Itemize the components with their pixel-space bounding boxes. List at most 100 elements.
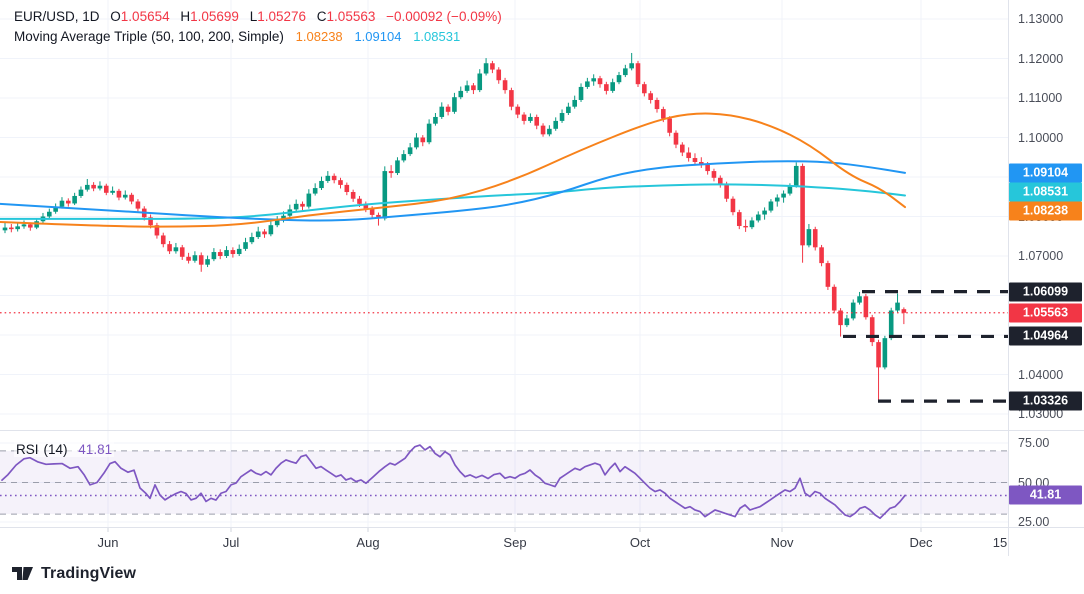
sma-100-line[interactable] bbox=[0, 160, 906, 222]
candle-body bbox=[72, 195, 77, 204]
candle-body bbox=[654, 99, 660, 110]
candle-body bbox=[781, 193, 786, 198]
candle-body bbox=[249, 237, 255, 243]
candle-body bbox=[236, 248, 242, 255]
candle-body bbox=[831, 286, 837, 311]
candle-body bbox=[661, 109, 666, 119]
candle-body bbox=[869, 317, 875, 343]
candle-body bbox=[806, 229, 812, 246]
candle-body bbox=[135, 201, 141, 209]
candle-body bbox=[59, 200, 65, 207]
candle-body bbox=[300, 203, 305, 207]
candle-body bbox=[648, 93, 653, 100]
candle-body bbox=[496, 69, 502, 81]
candle-body bbox=[547, 128, 552, 135]
candle-body bbox=[401, 154, 407, 161]
candle-body bbox=[629, 63, 634, 69]
candle-body bbox=[66, 200, 71, 204]
candlestick-series[interactable] bbox=[2, 52, 907, 402]
candle-body bbox=[736, 212, 742, 226]
indicator-name[interactable]: Moving Average Triple (50, 100, 200, Sim… bbox=[14, 29, 284, 44]
tradingview-logo-icon bbox=[12, 567, 33, 580]
price-axis-label: 1.12000 bbox=[1018, 51, 1064, 66]
candle-body bbox=[205, 259, 210, 265]
candle-body bbox=[464, 85, 470, 91]
candle-body bbox=[414, 137, 419, 148]
tradingview-logo-link[interactable]: TradingView bbox=[12, 565, 136, 583]
candle-body bbox=[420, 137, 426, 143]
high-label: H bbox=[180, 9, 191, 24]
candle-body bbox=[84, 184, 90, 190]
rsi-legend: RSI (14) 41.81 bbox=[14, 442, 115, 457]
rsi-axis-label: 25.00 bbox=[1018, 515, 1050, 529]
candle-body bbox=[224, 250, 229, 256]
candle-body bbox=[376, 214, 381, 219]
candle-body bbox=[711, 171, 717, 178]
candle-body bbox=[167, 244, 172, 252]
candle-body bbox=[901, 309, 907, 313]
sma50-value: 1.08238 bbox=[295, 29, 343, 44]
time-axis-label-15: 15 bbox=[992, 535, 1008, 550]
candle-body bbox=[173, 247, 179, 252]
candle-body bbox=[509, 90, 514, 107]
rsi-axis-label: 75.00 bbox=[1018, 436, 1050, 450]
candle-body bbox=[623, 68, 628, 76]
candle-body bbox=[262, 231, 267, 235]
candle-body bbox=[882, 338, 888, 368]
candle-body bbox=[863, 296, 869, 318]
close-label: C bbox=[316, 9, 327, 24]
candle-body bbox=[534, 116, 540, 126]
candle-body bbox=[528, 116, 533, 121]
price-badge-1.03326: 1.03326 bbox=[1009, 391, 1082, 411]
candle-body bbox=[458, 90, 464, 98]
candle-body bbox=[426, 123, 432, 143]
rsi-line[interactable] bbox=[1, 444, 906, 520]
candle-body bbox=[369, 208, 375, 215]
candle-body bbox=[325, 175, 331, 181]
candle-body bbox=[876, 342, 881, 368]
time-axis-label-aug: Aug bbox=[356, 535, 380, 550]
candle-body bbox=[686, 152, 691, 159]
candle-body bbox=[566, 106, 571, 114]
candle-body bbox=[53, 206, 58, 212]
candle-body bbox=[502, 80, 508, 91]
indicator-legend-row: Moving Average Triple (50, 100, 200, Sim… bbox=[14, 27, 502, 47]
candle-body bbox=[122, 194, 128, 198]
candle-body bbox=[762, 210, 767, 215]
candle-body bbox=[483, 63, 489, 74]
candle-body bbox=[667, 118, 672, 133]
candle-body bbox=[838, 310, 843, 326]
candle-body bbox=[116, 190, 122, 198]
candle-body bbox=[850, 302, 856, 319]
candle-body bbox=[540, 125, 546, 135]
candle-body bbox=[192, 255, 198, 261]
candle-body bbox=[743, 225, 748, 228]
price-badge-1.08238: 1.08238 bbox=[1009, 201, 1082, 221]
candle-body bbox=[692, 158, 698, 162]
candle-body bbox=[395, 160, 400, 174]
candle-body bbox=[471, 85, 476, 91]
candle-body bbox=[306, 193, 312, 207]
candle-body bbox=[319, 180, 324, 189]
rsi-name[interactable]: RSI bbox=[16, 442, 39, 457]
candle-body bbox=[47, 211, 52, 217]
sma200-value: 1.08531 bbox=[413, 29, 461, 44]
candle-body bbox=[616, 75, 622, 83]
candle-body bbox=[91, 184, 96, 189]
price-axis-label: 1.04000 bbox=[1018, 367, 1064, 382]
close-value: 1.05563 bbox=[326, 9, 376, 24]
legend: EUR/USD, 1D O1.05654 H1.05699 L1.05276 C… bbox=[14, 7, 502, 47]
symbol-title[interactable]: EUR/USD, 1D bbox=[14, 9, 100, 24]
candle-body bbox=[312, 188, 318, 194]
rsi-value-badge: 41.81 bbox=[1009, 485, 1082, 505]
candle-body bbox=[15, 226, 20, 230]
low-label: L bbox=[249, 9, 258, 24]
rsi-band-fill bbox=[0, 450, 1008, 515]
candle-body bbox=[717, 177, 723, 185]
candle-body bbox=[604, 84, 609, 91]
sma-50-line[interactable] bbox=[0, 112, 906, 228]
candle-body bbox=[559, 113, 565, 121]
candle-body bbox=[793, 165, 799, 186]
